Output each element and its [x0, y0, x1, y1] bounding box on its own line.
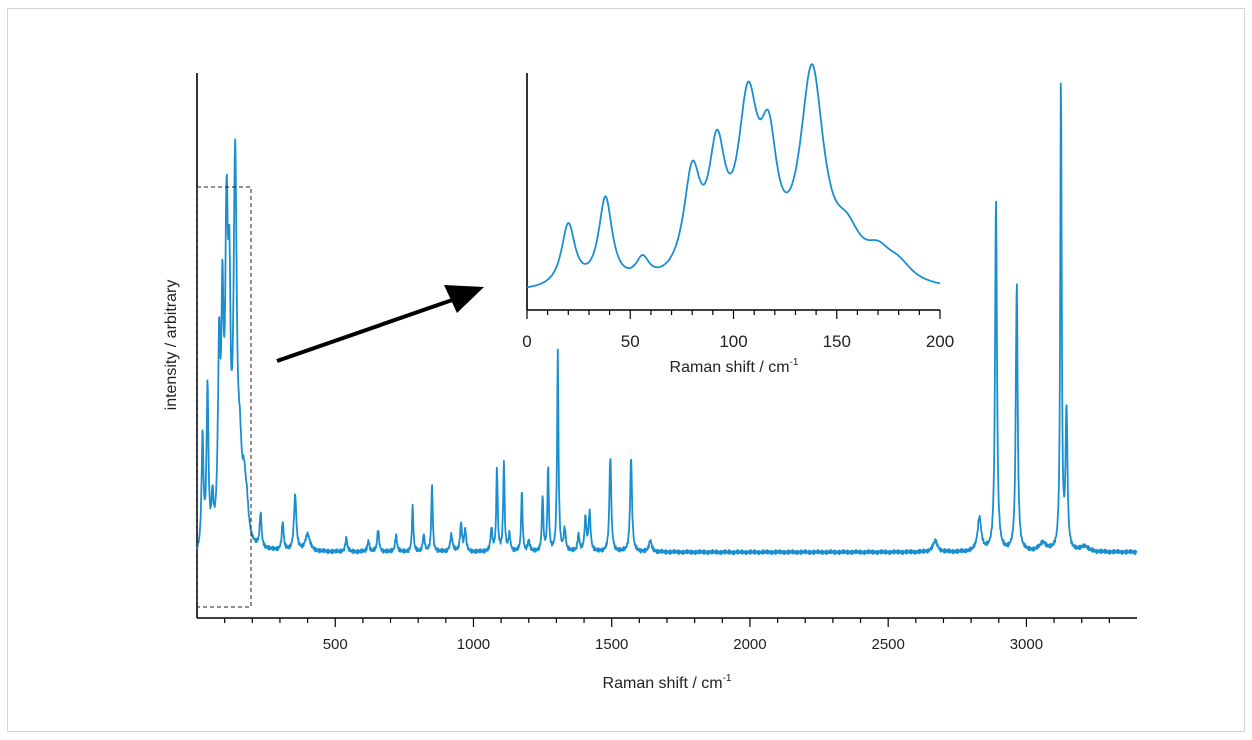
- inset-x-tick-labels: 0 50 100 150 200: [522, 332, 954, 351]
- main-x-tick-label: 2500: [871, 636, 904, 653]
- inset-x-tick-label: 200: [926, 332, 954, 351]
- zoom-arrow: [276, 285, 484, 363]
- main-spectrum-line: [196, 82, 1138, 556]
- main-x-tick-label: 3000: [1010, 636, 1043, 653]
- inset-x-ticks: [526, 310, 941, 319]
- main-y-axis-title: intensity / arbitrary: [163, 280, 180, 411]
- inset-x-axis-title: Raman shift / cm-1: [670, 357, 799, 376]
- inset-x-tick-label: 50: [621, 332, 640, 351]
- zoom-region-box: [196, 186, 252, 608]
- inset-x-tick-label: 150: [823, 332, 851, 351]
- main-x-axis-title: Raman shift / cm-1: [603, 673, 732, 692]
- inset-x-tick-label: 0: [522, 332, 531, 351]
- main-x-tick-label: 1500: [595, 636, 628, 653]
- main-x-tick-label: 500: [323, 636, 348, 653]
- inset-x-tick-label: 100: [719, 332, 747, 351]
- main-x-tick-label: 1000: [457, 636, 490, 653]
- inset-spectrum-line: [526, 63, 941, 289]
- figure-frame: [7, 8, 1245, 732]
- main-x-tick-label: 2000: [733, 636, 766, 653]
- main-x-tick-labels: 500 1000 1500 2000 2500 3000: [323, 636, 1043, 653]
- main-x-ticks: [224, 618, 1110, 627]
